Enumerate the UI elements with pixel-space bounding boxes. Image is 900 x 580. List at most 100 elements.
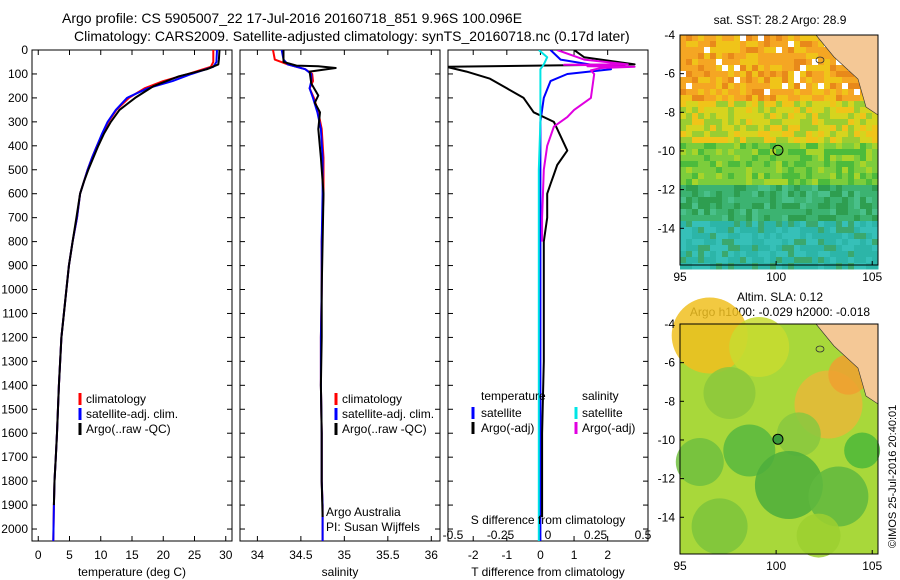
- sst-cell: [752, 197, 759, 204]
- sst-cell: [692, 257, 699, 264]
- sst-cell: [692, 101, 699, 108]
- sst-cell: [824, 221, 831, 228]
- sst-cell: [848, 107, 855, 114]
- sst-cell: [692, 113, 699, 120]
- climatology-title: Climatology: CARS2009. Satellite-adjuste…: [74, 28, 630, 44]
- sst-cell: [866, 125, 873, 132]
- sst-cell: [698, 197, 705, 204]
- sst-lat-label: -14: [658, 221, 676, 235]
- sst-cell: [740, 215, 747, 222]
- sst-cell: [824, 155, 831, 162]
- sst-cell: [812, 167, 819, 174]
- sst-cell: [764, 137, 771, 144]
- sst-cell: [776, 149, 783, 156]
- pi-label: PI: Susan Wijffels: [326, 520, 420, 534]
- sst-cell: [704, 65, 711, 72]
- sst-cell: [740, 131, 747, 138]
- sst-cell: [848, 227, 855, 234]
- sst-cell: [848, 125, 855, 132]
- sst-cell: [728, 233, 735, 240]
- sst-cell: [680, 41, 687, 48]
- sst-cell: [686, 101, 693, 108]
- sst-cell: [830, 119, 837, 126]
- sst-cell: [722, 83, 729, 90]
- sst-cell: [824, 65, 831, 72]
- sst-cell: [788, 257, 795, 264]
- sst-cell: [752, 203, 759, 210]
- sst-cell: [788, 161, 795, 168]
- sst-cell: [872, 143, 879, 150]
- sst-cell: [806, 47, 813, 54]
- sst-cell: [704, 47, 711, 54]
- sst-cell: [800, 209, 807, 216]
- sst-cell: [800, 41, 807, 48]
- sst-cell: [842, 233, 849, 240]
- depth-tick-label: 1400: [1, 378, 28, 392]
- sst-cell: [830, 191, 837, 198]
- sst-cell: [860, 107, 867, 114]
- sst-cell: [746, 131, 753, 138]
- sst-cell: [692, 221, 699, 228]
- sst-cell: [692, 125, 699, 132]
- sst-cell: [710, 59, 717, 66]
- sst-cell: [824, 263, 831, 270]
- sst-cell: [746, 113, 753, 120]
- sst-cell: [818, 263, 825, 270]
- sst-cell: [734, 245, 741, 252]
- sst-cell: [752, 35, 759, 42]
- sst-cell: [734, 65, 741, 72]
- sst-cell: [686, 113, 693, 120]
- sst-cell: [806, 257, 813, 264]
- sst-cell: [818, 191, 825, 198]
- sst-cell: [788, 53, 795, 60]
- sst-cell: [854, 125, 861, 132]
- sst-cell: [800, 173, 807, 180]
- sst-cell: [728, 215, 735, 222]
- sst-cell: [848, 101, 855, 108]
- sst-cell: [710, 185, 717, 192]
- sst-cell: [782, 89, 789, 96]
- sst-cell: [800, 191, 807, 198]
- sla-lat-label: -6: [664, 356, 675, 370]
- temperature-frame: [31, 49, 233, 542]
- sst-cell: [722, 197, 729, 204]
- sst-cell: [710, 227, 717, 234]
- sst-cell: [824, 143, 831, 150]
- sst-cell: [812, 119, 819, 126]
- sst-cell: [794, 263, 801, 270]
- sst-cell: [734, 125, 741, 132]
- sst-cell: [704, 137, 711, 144]
- sst-cell: [686, 257, 693, 264]
- sst-cell: [842, 167, 849, 174]
- sst-cell: [866, 149, 873, 156]
- sst-cell: [758, 197, 765, 204]
- sst-cell: [860, 239, 867, 246]
- sst-cell: [752, 101, 759, 108]
- sst-cell: [848, 233, 855, 240]
- sst-cell: [716, 149, 723, 156]
- sst-cell: [698, 227, 705, 234]
- sst-cell: [788, 179, 795, 186]
- sst-cell: [770, 137, 777, 144]
- sst-cell: [722, 149, 729, 156]
- depth-tick-label: 1900: [1, 498, 28, 512]
- sst-cell: [806, 77, 813, 84]
- sst-cell: [836, 95, 843, 102]
- sst-cell: [728, 203, 735, 210]
- depth-tick-label: 1300: [1, 354, 28, 368]
- sst-cell: [770, 161, 777, 168]
- salinity-xlabel: salinity: [322, 565, 359, 579]
- sst-cell: [680, 131, 687, 138]
- sst-cell: [680, 173, 687, 180]
- sst-cell: [752, 173, 759, 180]
- sst-cell: [722, 227, 729, 234]
- sst-cell: [722, 167, 729, 174]
- sst-cell: [752, 59, 759, 66]
- sst-cell: [686, 131, 693, 138]
- sst-cell: [812, 155, 819, 162]
- sst-cell: [794, 95, 801, 102]
- sst-cell: [782, 185, 789, 192]
- difference-series-group: [448, 50, 636, 541]
- sst-cell: [758, 209, 765, 216]
- sst-cell: [728, 221, 735, 228]
